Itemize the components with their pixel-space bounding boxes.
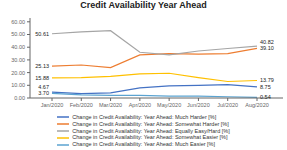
svg-text:Jun/2020: Jun/2020 (187, 102, 210, 108)
svg-text:40.00: 40.00 (11, 44, 25, 50)
svg-text:30.00: 30.00 (11, 57, 25, 63)
svg-text:13.79: 13.79 (260, 77, 274, 83)
svg-text:10.00: 10.00 (11, 82, 25, 88)
svg-text:15.88: 15.88 (35, 75, 49, 81)
html-text:Credit Availability Year Ahead: Credit Availability Year Ahead (80, 0, 207, 10)
svg-text:Jan/2020: Jan/2020 (41, 102, 64, 108)
svg-text:0.00: 0.00 (14, 95, 25, 101)
html-text:Change in Credit Availability:: Change in Credit Availability: Year Ahea… (72, 114, 217, 120)
svg-text:60.00: 60.00 (11, 19, 25, 25)
html-text:Change in Credit Availability:: Change in Credit Availability: Year Ahea… (72, 120, 229, 127)
svg-text:8.75: 8.75 (260, 84, 271, 90)
html-text:Change in Credit Availability:: Change in Credit Availability: Year Ahea… (72, 134, 228, 141)
svg-text:25.13: 25.13 (35, 63, 49, 69)
svg-text:50.61: 50.61 (35, 31, 49, 37)
html-text:Change in Credit Availability:: Change in Credit Availability: Year Ahea… (72, 141, 215, 148)
svg-text:4.67: 4.67 (38, 84, 49, 91)
svg-text:Aug/2020: Aug/2020 (245, 102, 269, 108)
svg-text:0.54: 0.54 (260, 94, 271, 100)
svg-text:Feb/2020: Feb/2020 (70, 102, 93, 108)
svg-text:May/2020: May/2020 (157, 102, 181, 108)
svg-text:3.70: 3.70 (38, 90, 49, 96)
svg-text:39.10: 39.10 (260, 45, 274, 51)
html-text:Change in Credit Availability:: Change in Credit Availability: Year Ahea… (72, 127, 230, 134)
svg-text:40.82: 40.82 (260, 39, 274, 46)
svg-text:20.00: 20.00 (11, 70, 25, 76)
svg-text:Jul/2020: Jul/2020 (217, 102, 238, 108)
svg-text:Mar/2020: Mar/2020 (99, 102, 122, 108)
svg-text:Apr/2020: Apr/2020 (129, 102, 151, 108)
svg-text:50.00: 50.00 (11, 31, 25, 37)
